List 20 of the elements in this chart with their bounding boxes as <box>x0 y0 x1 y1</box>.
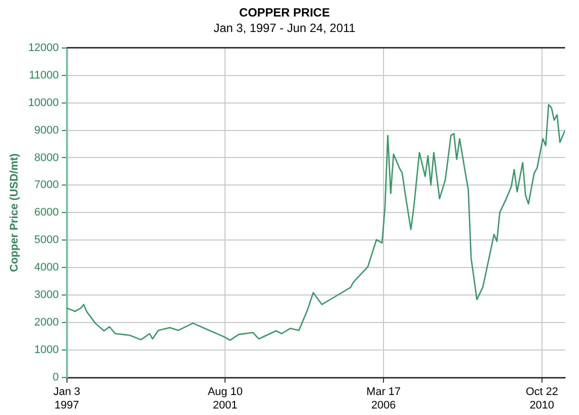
x-tick-label: Aug 10 2001 <box>208 386 243 412</box>
y-tick-label: 6000 <box>34 206 59 219</box>
y-tick-label: 12000 <box>28 42 59 54</box>
y-tick-label: 8000 <box>34 152 59 164</box>
x-tick-label: Jan 3 1997 <box>53 386 80 412</box>
chart-title: COPPER PRICE <box>239 6 330 20</box>
y-tick-label: 0 <box>52 372 59 384</box>
y-tick-label: 4000 <box>34 262 59 274</box>
y-axis-title: Copper Price (USD/mt) <box>8 153 21 272</box>
x-tick-label: Mar 17 2006 <box>366 386 401 412</box>
chart-subtitle: Jan 3, 1997 - Jun 24, 2011 <box>214 20 356 35</box>
y-tick-label: 5000 <box>34 234 59 246</box>
y-tick-label: 9000 <box>34 124 59 136</box>
y-tick-label: 2000 <box>34 316 59 329</box>
x-tick-label: Oct 22 2010 <box>526 386 558 412</box>
y-tick-label: 11000 <box>29 69 59 82</box>
y-tick-label: 1000 <box>34 344 59 356</box>
y-tick-label: 7000 <box>34 179 59 192</box>
y-tick-label: 10000 <box>28 96 59 109</box>
y-tick-label: 3000 <box>34 289 59 302</box>
